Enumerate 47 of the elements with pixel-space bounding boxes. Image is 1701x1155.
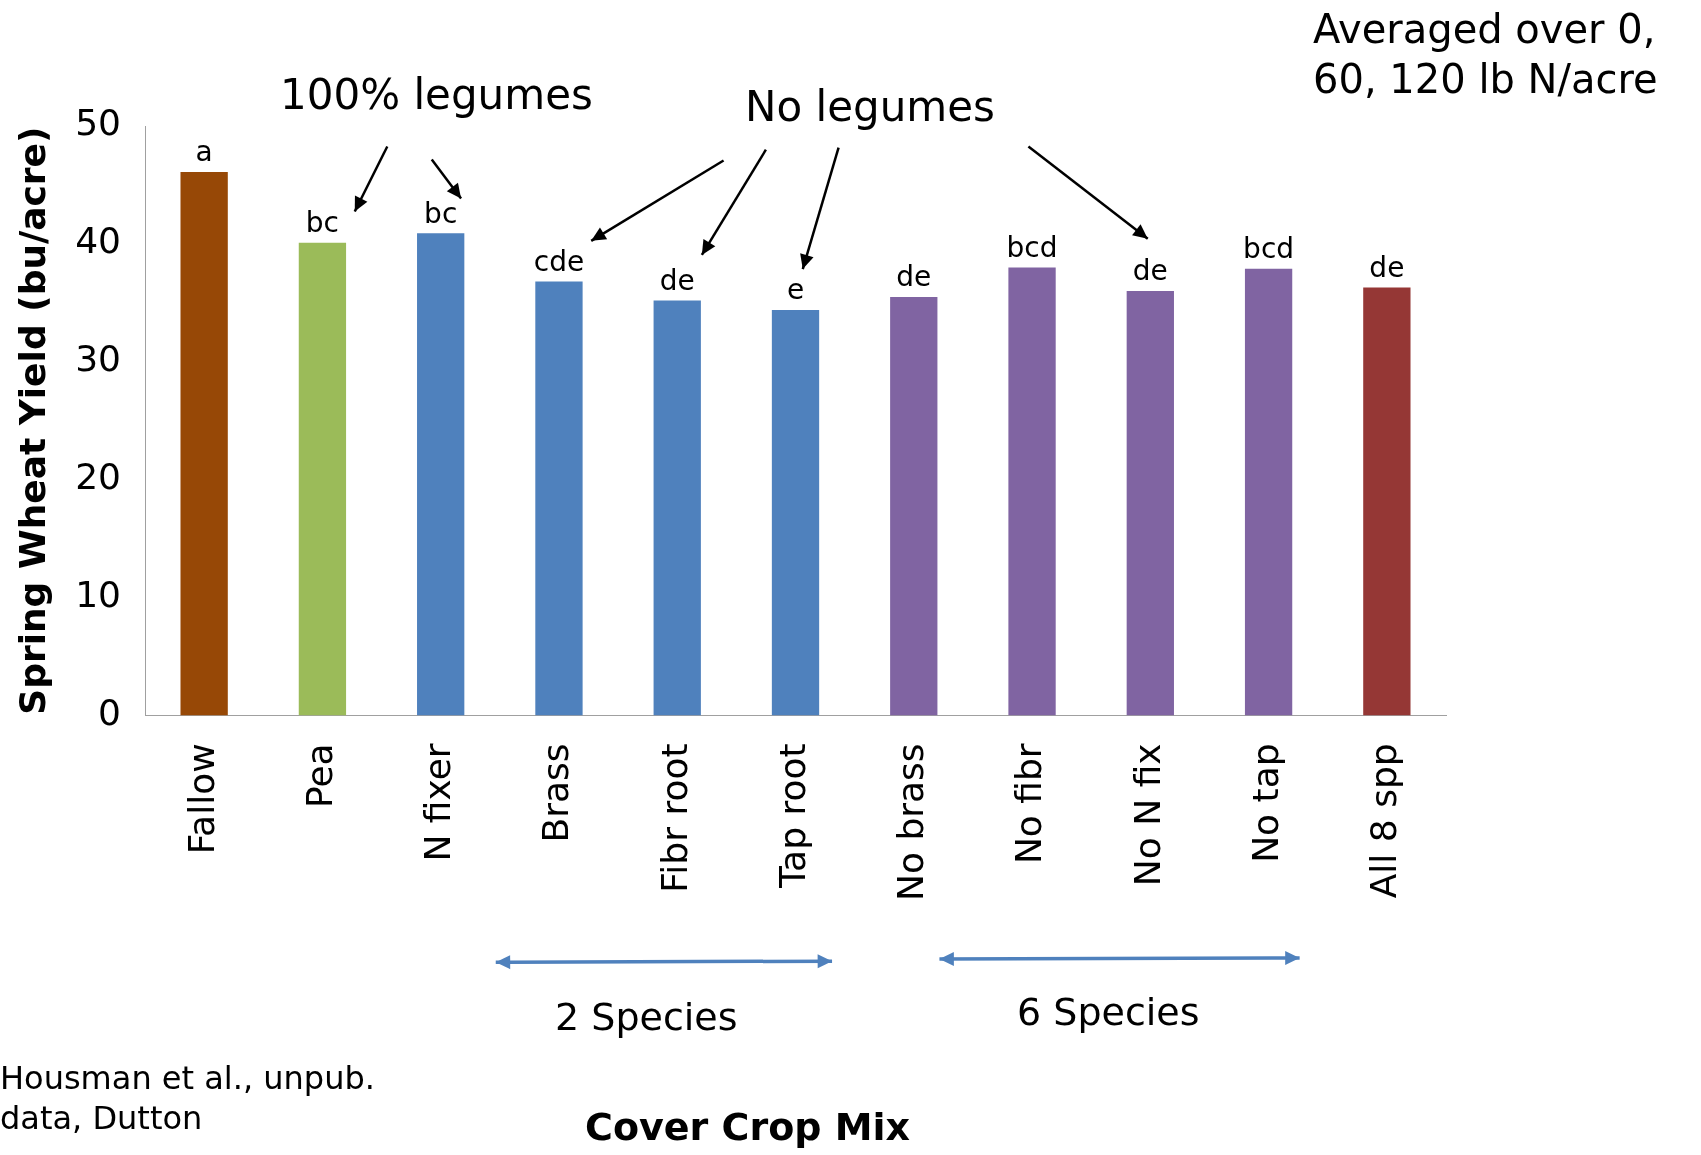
data-label: bcd <box>1006 230 1058 264</box>
data-label: de <box>896 260 932 294</box>
data-label: cde <box>533 244 585 278</box>
x-tick-label: No N fix <box>1126 743 1168 887</box>
data-label: bc <box>305 205 339 239</box>
x-tick-label: All 8 spp <box>1363 743 1405 899</box>
bar <box>417 233 465 716</box>
x-tick-label: Tap root <box>771 743 813 889</box>
bar <box>1244 268 1293 716</box>
text: 100% legumes <box>280 70 593 119</box>
bar <box>298 242 347 716</box>
x-tick-label: No brass <box>890 743 932 901</box>
y-tick-label: 10 <box>75 573 122 615</box>
text: Housman et al., unpub. data, Dutton <box>0 1058 376 1138</box>
bar <box>1126 291 1174 716</box>
bar <box>1363 287 1411 716</box>
bar <box>1008 267 1056 716</box>
x-tick-label: Fallow <box>180 743 222 855</box>
x-tick-label: Fibr root <box>653 743 695 893</box>
bar <box>653 300 701 716</box>
data-label: de <box>659 263 695 297</box>
data-label: de <box>1132 254 1168 288</box>
bar <box>180 171 228 716</box>
bar <box>771 309 820 716</box>
bar <box>890 296 938 716</box>
data-label: de <box>1369 250 1405 284</box>
x-tick-label: Brass <box>535 743 577 843</box>
data-label: e <box>786 273 805 307</box>
data-label: a <box>195 135 213 169</box>
text: Cover Crop Mix <box>585 1105 911 1149</box>
annotation: No legumes <box>745 82 995 131</box>
x-tick-label: Pea <box>298 743 340 809</box>
text: 2 Species <box>555 995 738 1039</box>
y-tick-label: 20 <box>75 455 122 497</box>
y-tick-label: 30 <box>75 338 122 380</box>
x-tick-label: No tap <box>1244 743 1286 863</box>
y-tick-label: 40 <box>75 220 122 262</box>
data-label: bcd <box>1243 231 1295 265</box>
x-tick-label: No fibr <box>1008 743 1050 865</box>
bar <box>535 281 583 716</box>
y-axis-title: Spring Wheat Yield (bu/acre) <box>11 126 53 715</box>
y-tick-label: 50 <box>75 102 122 144</box>
text: 6 Species <box>1017 990 1200 1034</box>
x-tick-label: N fixer <box>417 743 459 862</box>
y-tick-label: 0 <box>98 691 122 733</box>
text: Averaged over 0, 60, 120 lb N/acre <box>1313 5 1659 104</box>
data-label: bc <box>424 196 458 230</box>
